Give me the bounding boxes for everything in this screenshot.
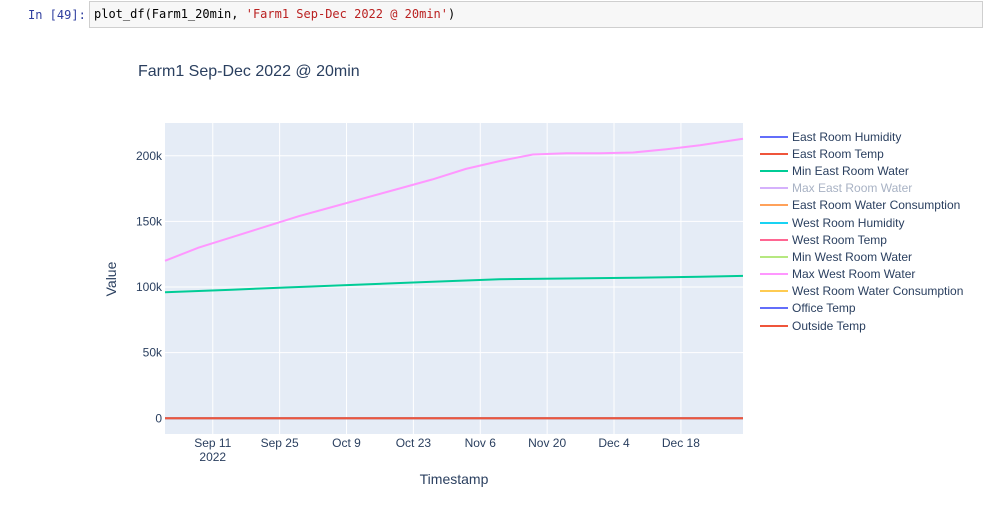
legend-label: Outside Temp: [792, 318, 866, 333]
legend-label: East Room Water Consumption: [792, 198, 961, 213]
chart-legend: East Room Humidity East Room Temp Min East…: [760, 128, 963, 334]
legend-swatch: [760, 135, 788, 138]
legend-swatch: [760, 324, 788, 327]
series-line-min-east-room-water: [164, 274, 744, 294]
legend-item-outside-temp[interactable]: Outside Temp: [760, 317, 963, 334]
legend-swatch: [760, 187, 788, 190]
legend-swatch: [760, 204, 788, 207]
series-lines: [164, 137, 744, 420]
legend-item-west-room-humidity[interactable]: West Room Humidity: [760, 214, 963, 231]
x-tick-label: Dec 4: [598, 436, 630, 450]
legend-swatch: [760, 152, 788, 155]
legend-swatch: [760, 273, 788, 276]
series-line-max-west-room-water: [164, 137, 744, 262]
code-call: plot_df(Farm1_20min,: [94, 7, 246, 21]
legend-item-west-room-water-consumption[interactable]: West Room Water Consumption: [760, 283, 963, 300]
x-tick-label: Nov 20: [528, 436, 566, 450]
cell-prompt: In [49]:: [28, 8, 86, 22]
code-cell-input[interactable]: plot_df(Farm1_20min, 'Farm1 Sep-Dec 2022…: [89, 1, 983, 28]
y-tick-label: 200k: [136, 149, 163, 163]
x-axis-title: Timestamp: [420, 471, 489, 487]
y-tick-label: 50k: [143, 346, 163, 360]
x-tick-label: Sep 25: [261, 436, 299, 450]
legend-label: Max East Room Water: [792, 181, 913, 196]
legend-swatch: [760, 307, 788, 310]
y-tick-label: 150k: [136, 214, 163, 228]
legend-label: Office Temp: [792, 301, 856, 316]
x-tick-label: Dec 18: [662, 436, 700, 450]
legend-item-west-room-temp[interactable]: West Room Temp: [760, 231, 963, 248]
legend-item-min-east-room-water[interactable]: Min East Room Water: [760, 162, 963, 179]
plot-area: [165, 123, 743, 434]
y-axis: 0 50k 100k 150k 200k: [136, 149, 163, 425]
legend-swatch: [760, 290, 788, 293]
x-tick-label: Oct 9: [332, 436, 361, 450]
legend-item-east-room-humidity[interactable]: East Room Humidity: [760, 128, 963, 145]
legend-label: Min East Room Water: [792, 163, 909, 178]
code-close-paren: ): [448, 7, 456, 21]
legend-label: Max West Room Water: [792, 267, 916, 282]
code-string-literal: 'Farm1 Sep-Dec 2022 @ 20min': [245, 7, 449, 21]
legend-item-min-west-room-water[interactable]: Min West Room Water: [760, 248, 963, 265]
y-axis-title: Value: [103, 261, 119, 296]
chart-title: Farm1 Sep-Dec 2022 @ 20min: [138, 63, 360, 80]
legend-item-east-room-temp[interactable]: East Room Temp: [760, 145, 963, 162]
x-tick-label: Nov 6: [465, 436, 497, 450]
legend-item-office-temp[interactable]: Office Temp: [760, 300, 963, 317]
legend-label: West Room Water Consumption: [792, 284, 964, 299]
y-tick-label: 100k: [136, 280, 163, 294]
legend-label: East Room Humidity: [792, 129, 902, 144]
legend-item-east-room-water-consumption[interactable]: East Room Water Consumption: [760, 197, 963, 214]
legend-swatch: [760, 255, 788, 258]
legend-swatch: [760, 238, 788, 241]
x-tick-label: Oct 23: [396, 436, 432, 450]
legend-label: West Room Temp: [792, 232, 887, 247]
legend-label: East Room Temp: [792, 146, 884, 161]
x-tick-year-label: 2022: [199, 450, 226, 464]
legend-item-max-west-room-water[interactable]: Max West Room Water: [760, 266, 963, 283]
legend-item-max-east-room-water[interactable]: Max East Room Water: [760, 180, 963, 197]
y-tick-label: 0: [155, 411, 162, 425]
legend-swatch: [760, 169, 788, 172]
legend-swatch: [760, 221, 788, 224]
legend-label: Min West Room Water: [792, 249, 913, 264]
legend-label: West Room Humidity: [792, 215, 905, 230]
x-tick-label: Sep 11: [194, 436, 231, 450]
